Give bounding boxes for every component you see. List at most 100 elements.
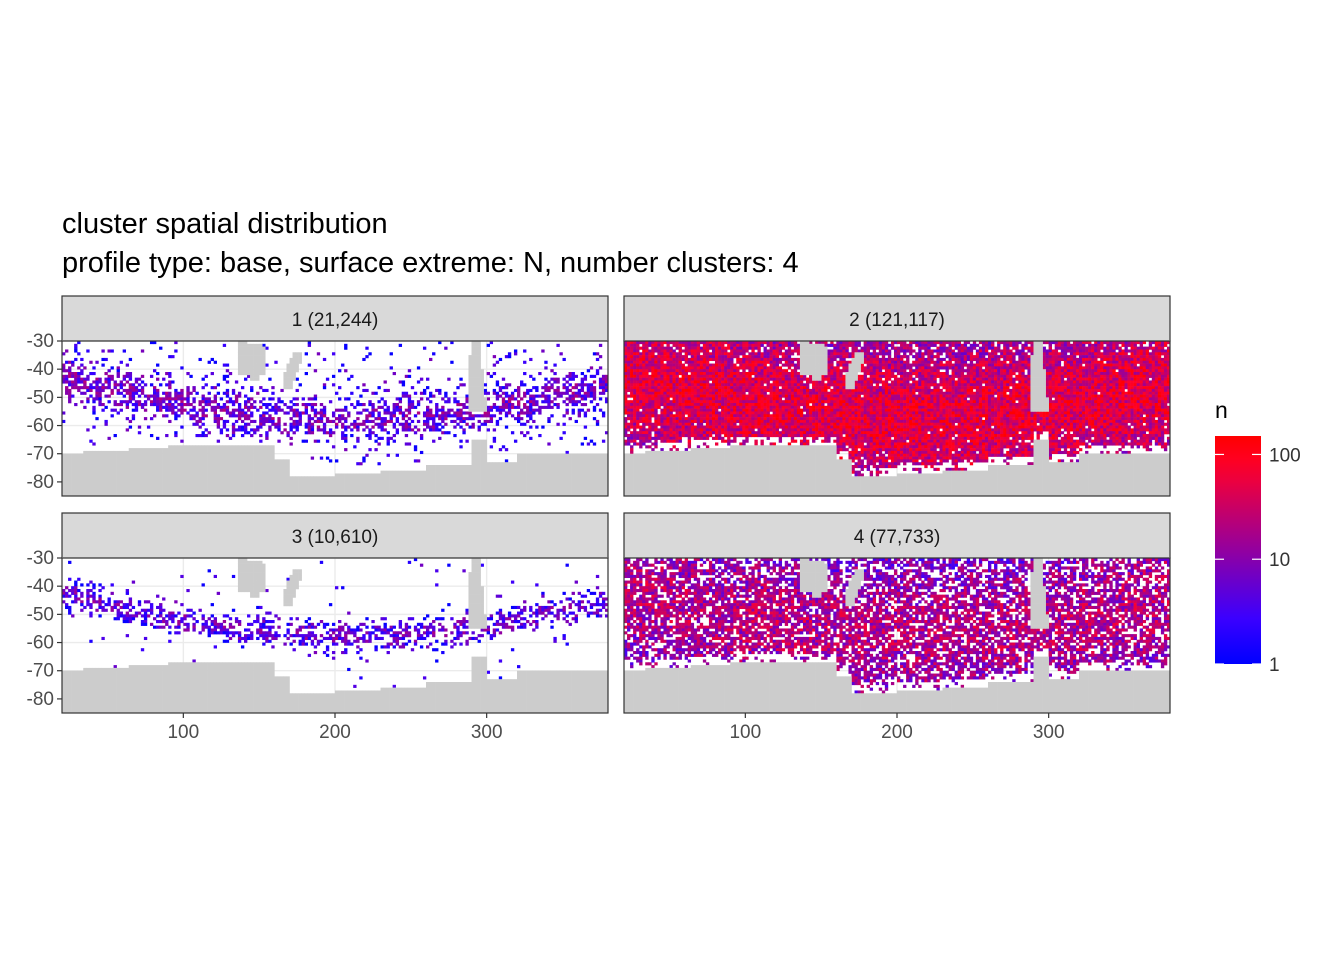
- heatmap-cell: [699, 366, 704, 370]
- heatmap-cell: [854, 380, 858, 384]
- heatmap-cell: [328, 428, 333, 432]
- heatmap-cell: [884, 346, 889, 350]
- heatmap-cell: [450, 414, 454, 418]
- heatmap-cell: [796, 377, 801, 381]
- heatmap-cell: [672, 363, 676, 367]
- heatmap-cell: [830, 394, 834, 398]
- heatmap-cell: [586, 394, 591, 398]
- heatmap-cell: [702, 366, 707, 370]
- heatmap-cell: [186, 372, 190, 376]
- heatmap-cell: [696, 374, 701, 378]
- land-antarctica: [74, 453, 78, 497]
- land-antarctica: [598, 453, 603, 497]
- heatmap-cell: [404, 442, 409, 446]
- heatmap-cell: [216, 414, 221, 418]
- heatmap-cell: [869, 346, 874, 350]
- heatmap-cell: [684, 400, 688, 404]
- land-antarctica: [89, 450, 93, 497]
- heatmap-cell: [225, 428, 230, 432]
- heatmap-cell: [724, 434, 728, 438]
- heatmap-cell: [763, 386, 767, 390]
- heatmap-cell: [884, 366, 889, 370]
- heatmap-cell: [651, 369, 655, 373]
- heatmap-cell: [845, 352, 849, 356]
- heatmap-cell: [483, 411, 487, 415]
- land-cell: [256, 355, 260, 359]
- heatmap-cell: [818, 341, 822, 345]
- heatmap-cell: [760, 386, 764, 390]
- heatmap-cell: [793, 422, 798, 426]
- heatmap-cell: [869, 366, 874, 370]
- heatmap-cell: [775, 408, 779, 412]
- heatmap-cell: [504, 403, 509, 407]
- heatmap-cell: [678, 436, 682, 440]
- heatmap-cell: [836, 445, 840, 449]
- heatmap-cell: [119, 360, 123, 364]
- heatmap-cell: [604, 397, 609, 401]
- heatmap-cell: [799, 400, 804, 404]
- heatmap-cell: [107, 400, 111, 404]
- heatmap-cell: [678, 408, 682, 412]
- heatmap-cell: [751, 346, 755, 350]
- heatmap-cell: [574, 419, 578, 424]
- heatmap-cell: [839, 357, 843, 362]
- land-cell: [247, 355, 251, 359]
- heatmap-cell: [869, 428, 874, 432]
- heatmap-cell: [827, 411, 831, 415]
- land-antarctica: [256, 445, 260, 497]
- heatmap-cell: [775, 431, 779, 435]
- heatmap-cell: [574, 403, 578, 407]
- heatmap-cell: [627, 417, 631, 421]
- heatmap-cell: [654, 363, 658, 367]
- heatmap-cell: [860, 448, 864, 452]
- heatmap-cell: [529, 357, 533, 362]
- heatmap-cell: [156, 397, 160, 401]
- heatmap-cell: [878, 456, 883, 460]
- heatmap-cell: [836, 341, 840, 345]
- heatmap-cell: [156, 394, 160, 398]
- heatmap-cell: [219, 417, 224, 421]
- heatmap-cell: [730, 366, 734, 370]
- heatmap-cell: [419, 436, 424, 440]
- heatmap-cell: [830, 349, 834, 353]
- heatmap-cell: [733, 372, 737, 376]
- heatmap-cell: [595, 369, 600, 373]
- heatmap-cell: [745, 341, 749, 345]
- heatmap-cell: [742, 405, 746, 409]
- heatmap-cell: [675, 355, 679, 359]
- heatmap-cell: [244, 377, 248, 381]
- heatmap-cell: [766, 405, 770, 409]
- heatmap-cell: [757, 377, 761, 381]
- land-cell: [250, 346, 254, 350]
- heatmap-cell: [757, 434, 761, 438]
- heatmap-cell: [392, 422, 396, 426]
- heatmap-cell: [574, 394, 578, 398]
- heatmap-cell: [660, 419, 664, 424]
- heatmap-cell: [198, 357, 202, 362]
- heatmap-cell: [839, 355, 843, 359]
- heatmap-cell: [845, 341, 849, 345]
- heatmap-cell: [887, 372, 892, 376]
- heatmap-cell: [687, 352, 692, 356]
- heatmap-cell: [851, 456, 855, 460]
- heatmap-cell: [860, 411, 864, 415]
- heatmap-cell: [830, 403, 834, 407]
- heatmap-cell: [842, 360, 846, 364]
- heatmap-cell: [231, 403, 236, 407]
- heatmap-cell: [547, 380, 551, 384]
- heatmap-cell: [754, 360, 758, 364]
- heatmap-cell: [468, 414, 472, 418]
- heatmap-cell: [234, 419, 239, 424]
- heatmap-cell: [268, 417, 272, 421]
- land-cell: [253, 366, 257, 370]
- heatmap-cell: [848, 456, 852, 460]
- heatmap-cell: [830, 397, 834, 401]
- heatmap-cell: [745, 400, 749, 404]
- heatmap-cell: [830, 431, 834, 435]
- heatmap-cell: [353, 445, 357, 449]
- heatmap-cell: [630, 414, 634, 418]
- heatmap-cell: [639, 346, 643, 350]
- heatmap-cell: [684, 434, 688, 438]
- heatmap-cell: [207, 403, 211, 407]
- heatmap-cell: [213, 360, 217, 364]
